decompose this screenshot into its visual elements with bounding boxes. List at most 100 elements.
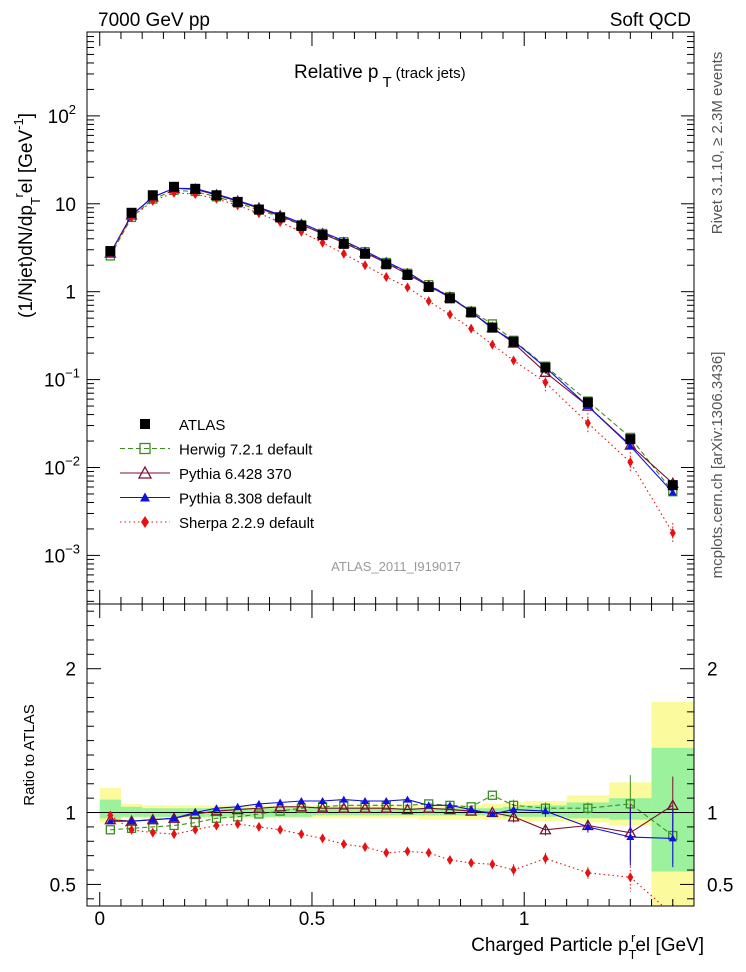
ratio-point (233, 802, 242, 810)
category-label: Soft QCD (610, 10, 691, 31)
legend-label: ATLAS (179, 417, 225, 434)
data-point (444, 293, 455, 304)
y-tick-label: 10−1 (44, 366, 80, 392)
ratio-point (213, 820, 220, 831)
data-point (542, 377, 549, 388)
data-point (275, 212, 286, 223)
data-point (425, 296, 432, 307)
ratio-point (401, 803, 414, 815)
series-line (109, 187, 674, 484)
ratio-point (340, 839, 347, 850)
ratio-point (255, 821, 262, 832)
data-point (317, 230, 328, 241)
ratio-point (254, 809, 264, 819)
ratio-point (668, 834, 677, 842)
ratio-point (509, 805, 518, 813)
legend-label: Herwig 7.2.1 default (179, 442, 313, 459)
data-point (360, 248, 371, 259)
ratio-point (583, 803, 593, 813)
legend-marker (137, 465, 153, 479)
legend: ATLAS Herwig 7.2.1 default Pythia 6.428 37… (120, 417, 315, 532)
data-point (232, 196, 243, 207)
upper-ylabel: (1/Njet)dN/dpTrel [GeV-1] (11, 113, 43, 318)
x-tick-label: 1 (519, 909, 530, 930)
ratio-point (403, 795, 412, 803)
ratio-point (468, 857, 475, 868)
ratio-point (298, 829, 305, 840)
data-point (423, 282, 434, 293)
legend-label: Pythia 8.308 default (179, 491, 312, 508)
rivet-label: Rivet 3.1.10, ≥ 2.3M events (709, 52, 726, 235)
ratio-panel: 0.5 0.5 1 1 2 2 0 0.5 1 (50, 32, 733, 930)
uncertainty-band-inner (99, 799, 121, 819)
uncertainty-band-inner (439, 808, 461, 816)
data-point (126, 207, 137, 218)
ratio-point (277, 824, 284, 835)
data-point (147, 190, 158, 201)
mcplots-label: mcplots.cern.ch [arXiv:1306.3436] (709, 352, 726, 579)
data-point (446, 309, 453, 320)
analysis-watermark: ATLAS_2011_I919017 (331, 559, 461, 574)
ratio-point (404, 846, 411, 857)
plot-title-main: Relative p (294, 62, 379, 83)
ratio-point (627, 872, 634, 883)
ratio-point (106, 817, 115, 825)
data-point (584, 418, 591, 429)
ratio-point (583, 822, 592, 830)
y-tick-label: 10−2 (44, 453, 80, 479)
ratio-tick-label-left: 1 (65, 804, 76, 825)
ratio-point (670, 910, 676, 920)
ratio-frame (86, 603, 695, 907)
data-point (468, 323, 475, 334)
data-point (540, 362, 551, 373)
ratio-point (510, 865, 517, 876)
data-point (669, 527, 676, 538)
uncertainty-band-inner (396, 808, 419, 816)
y-tick-label: 10 (55, 195, 76, 216)
legend-marker (140, 419, 150, 429)
data-point (489, 339, 496, 350)
ratio-series-3 (107, 810, 676, 920)
data-point (105, 246, 116, 257)
ratio-point (425, 847, 432, 858)
y-tick-label: 1 (65, 283, 76, 304)
y-tick-label: 10−3 (44, 541, 80, 567)
ratio-point (149, 827, 156, 838)
y-tick-label: 102 (48, 102, 76, 128)
ratio-point (541, 807, 550, 815)
legend-marker (139, 442, 151, 455)
ratio-point (666, 798, 679, 810)
legend-label: Pythia 6.428 370 (179, 466, 292, 483)
ratio-point (295, 800, 308, 812)
ratio-tick-label-right: 1 (707, 804, 718, 825)
series-0 (105, 181, 678, 491)
x-tick-label: 0.5 (299, 909, 325, 930)
ratio-point (488, 809, 497, 817)
ratio-point (445, 801, 454, 809)
data-point (296, 220, 307, 231)
ratio-point (424, 801, 433, 809)
data-point (466, 307, 477, 318)
legend-label: Sherpa 2.2.9 default (179, 515, 315, 532)
ratio-point (276, 798, 285, 806)
ratio-point (382, 797, 391, 805)
data-point (253, 204, 264, 215)
ratio-point (234, 819, 241, 830)
legend-marker (141, 516, 149, 528)
x-axis-label: Charged Particle pTrel [GeV] (471, 930, 704, 962)
data-point (340, 248, 347, 259)
data-point (362, 260, 369, 271)
ratio-point (539, 823, 552, 835)
x-tick-label: 0 (94, 909, 105, 930)
ratio-point (128, 824, 135, 835)
ratio-point (252, 801, 266, 813)
ratio-line (110, 799, 673, 839)
ratio-point (192, 824, 199, 835)
ratio-point (171, 829, 178, 840)
ratio-point (542, 853, 549, 864)
ratio-point (127, 817, 136, 825)
ratio-point (148, 815, 157, 823)
ratio-point (380, 801, 393, 813)
